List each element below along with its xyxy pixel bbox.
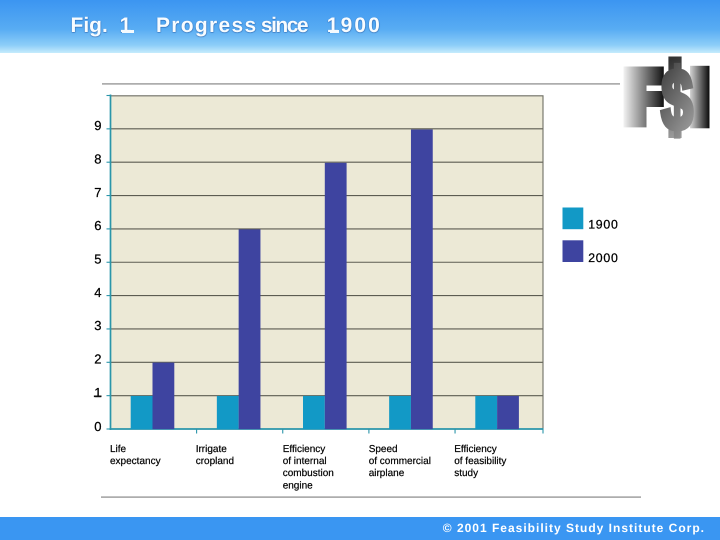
svg-text:1900: 1900 <box>588 218 618 232</box>
svg-text:8: 8 <box>94 151 101 166</box>
svg-text:3: 3 <box>94 318 101 333</box>
svg-text:9: 9 <box>94 118 101 133</box>
svg-text:5: 5 <box>94 252 101 267</box>
svg-text:7: 7 <box>94 185 101 200</box>
svg-text:6: 6 <box>94 218 101 233</box>
svg-text:$: $ <box>661 53 693 149</box>
svg-text:2000: 2000 <box>588 251 618 265</box>
svg-text:2: 2 <box>94 352 101 367</box>
svg-text:1: 1 <box>94 385 101 400</box>
svg-text:0: 0 <box>94 419 101 434</box>
svg-text:4: 4 <box>94 285 101 300</box>
